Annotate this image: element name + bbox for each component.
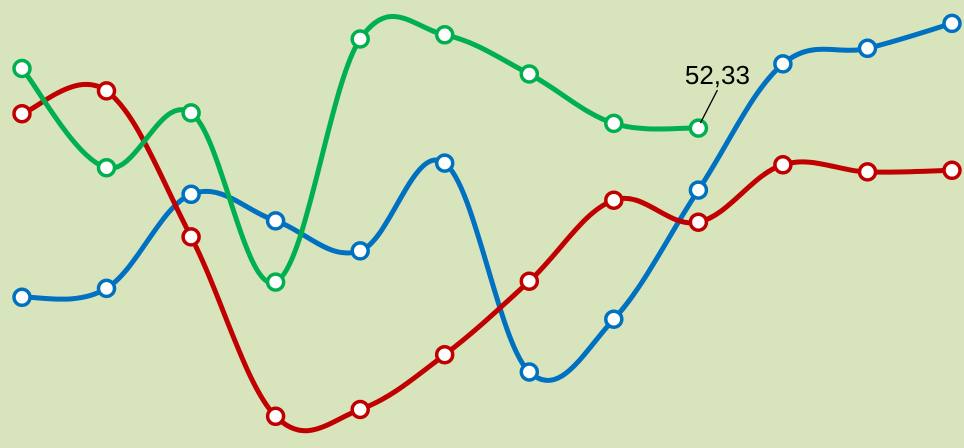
annotation-layer: 52,33: [685, 60, 750, 124]
series-1-point-1: [12, 287, 32, 308]
series-3-point-9: [688, 118, 709, 138]
series-1-point-7: [519, 362, 540, 382]
series-1-point-4: [265, 211, 286, 231]
series-2-point-7: [519, 271, 540, 291]
series-1-point-3: [181, 184, 201, 205]
series-3-point-2: [96, 157, 117, 178]
series-1-point-10: [773, 54, 793, 74]
series-2-point-1: [12, 103, 32, 124]
series-2-point-11: [857, 162, 878, 182]
series-3-point-8: [604, 113, 624, 134]
series-1-point-6: [434, 153, 455, 173]
series-3-point-7: [519, 64, 540, 84]
series-1-point-8: [604, 309, 624, 329]
data-label: 52,33: [685, 60, 750, 90]
series-2-point-9: [688, 212, 709, 232]
series-2-point-5: [350, 399, 370, 420]
series-1-point-11: [857, 38, 878, 59]
series-1-point-2: [96, 278, 117, 299]
series-3-point-4: [265, 272, 286, 292]
series-2-point-6: [434, 344, 455, 365]
series-3-point-5: [350, 29, 370, 49]
series-2-point-12: [942, 160, 962, 181]
data-label-leader-line: [699, 89, 718, 124]
series-1-point-9: [688, 180, 709, 200]
series-3-line: [19, 14, 701, 286]
series-2-point-3: [181, 227, 201, 247]
series-2-point-8: [604, 190, 624, 210]
series-3-point-1: [12, 58, 32, 79]
series-1-point-5: [350, 241, 370, 261]
series-1: [12, 13, 962, 383]
series-2: [12, 81, 962, 434]
series-3: [12, 14, 709, 292]
series-layer: [12, 13, 962, 434]
series-3-point-3: [181, 103, 201, 123]
series-2-point-2: [96, 81, 117, 101]
series-2-point-4: [265, 406, 286, 427]
series-3-point-6: [434, 25, 455, 45]
series-1-point-12: [942, 13, 962, 34]
series-2-point-10: [773, 155, 793, 175]
